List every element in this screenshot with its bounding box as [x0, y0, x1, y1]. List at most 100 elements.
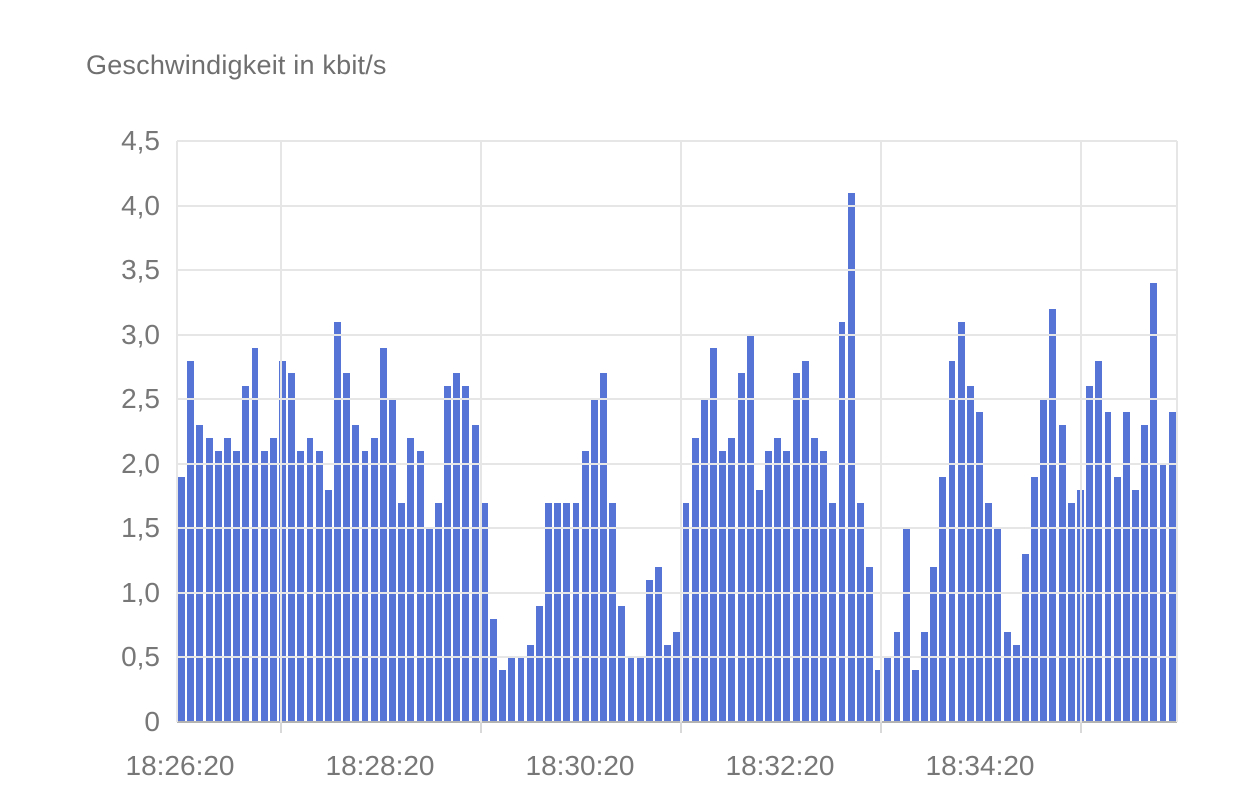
- x-gridline: [1080, 141, 1082, 722]
- bar: [1086, 386, 1094, 722]
- bar: [306, 437, 314, 722]
- plot-border-line: [176, 141, 178, 722]
- bar: [1113, 476, 1121, 722]
- bar: [829, 502, 837, 722]
- bar: [462, 386, 470, 722]
- x-tick-mark: [480, 722, 482, 733]
- bar: [563, 502, 571, 722]
- x-tick-label: 18:30:20: [525, 750, 635, 781]
- bar: [297, 450, 305, 722]
- bar: [379, 347, 387, 722]
- bar: [774, 437, 782, 722]
- bar: [801, 360, 809, 722]
- bar: [1095, 360, 1103, 722]
- y-tick-label: 2,0: [121, 447, 160, 479]
- bar: [214, 450, 222, 722]
- bar: [178, 476, 186, 722]
- x-tick-label: 18:32:20: [725, 750, 835, 781]
- x-tick-label: 18:34:20: [925, 750, 1035, 781]
- bar: [921, 631, 928, 722]
- y-gridline: [177, 140, 1177, 142]
- bar: [1031, 476, 1039, 722]
- y-tick-label: 0: [144, 706, 160, 737]
- bar: [370, 437, 378, 722]
- y-tick-label: 3,5: [121, 254, 160, 286]
- bar: [545, 502, 552, 722]
- bar: [260, 450, 268, 722]
- bar: [590, 399, 598, 722]
- plot-border-line: [1176, 141, 1178, 722]
- bar: [471, 425, 479, 722]
- bar: [636, 657, 644, 722]
- bar: [719, 450, 727, 722]
- bar: [673, 631, 681, 722]
- bar: [866, 567, 873, 722]
- bar: [911, 670, 919, 722]
- bar: [755, 489, 763, 722]
- bar: [976, 412, 983, 722]
- bar: [609, 502, 617, 722]
- bar: [645, 579, 653, 722]
- bar: [508, 657, 516, 722]
- bar: [710, 347, 717, 722]
- x-tick-label: 18:28:20: [325, 750, 435, 781]
- x-tick-label: 18:26:20: [125, 750, 235, 781]
- x-gridline: [279, 141, 282, 722]
- bar: [994, 528, 1002, 722]
- bar: [526, 644, 534, 722]
- bar: [187, 360, 195, 722]
- bar: [930, 567, 938, 722]
- bar: [1067, 502, 1075, 722]
- bar: [1049, 308, 1057, 722]
- bar: [480, 502, 488, 722]
- chart-title: Geschwindigkeit in kbit/s: [86, 50, 387, 80]
- bar: [196, 425, 204, 722]
- bar: [242, 386, 250, 722]
- bar: [902, 528, 910, 722]
- bar: [361, 450, 369, 722]
- bar: [416, 450, 424, 722]
- bar: [1021, 554, 1029, 722]
- bar: [352, 425, 360, 722]
- plot-area: [176, 140, 1178, 733]
- bar-series: [177, 141, 1177, 722]
- bar: [1104, 412, 1112, 722]
- bar: [343, 373, 351, 722]
- x-tick-mark: [680, 722, 682, 733]
- bar: [444, 386, 452, 722]
- y-tick-label: 1,5: [121, 512, 160, 544]
- bar: [389, 399, 396, 722]
- bar: [398, 502, 406, 722]
- bar: [499, 670, 507, 722]
- bar: [572, 502, 580, 722]
- bar: [1168, 412, 1176, 722]
- y-tick-label: 1,0: [121, 576, 160, 608]
- y-gridline: [177, 333, 1177, 336]
- bar: [957, 321, 965, 722]
- y-gridline: [177, 204, 1177, 207]
- x-tick-mark: [1080, 722, 1082, 733]
- bar: [627, 657, 635, 722]
- bar: [600, 373, 607, 722]
- bar: [279, 360, 286, 722]
- bar: [884, 657, 892, 722]
- bar: [1003, 631, 1011, 722]
- y-tick-label: 3,0: [121, 318, 160, 350]
- x-axis-labels: 18:26:20 18:28:20 18:30:20 18:32:20 18:34:20: [126, 750, 1177, 786]
- y-tick-label: 2,5: [121, 383, 160, 415]
- bar: [737, 373, 745, 722]
- y-gridline: [177, 656, 1177, 659]
- y-gridline: [177, 398, 1177, 401]
- bar: [224, 437, 231, 722]
- x-gridline: [480, 141, 482, 722]
- bar: [1122, 412, 1130, 722]
- bar: [820, 450, 828, 722]
- bar: [655, 567, 662, 722]
- bar: [691, 437, 699, 722]
- y-tick-label: 0,5: [121, 641, 160, 673]
- bar: [792, 373, 800, 722]
- bar: [966, 386, 974, 722]
- x-axis-baseline: [177, 721, 1177, 723]
- bar: [407, 437, 415, 722]
- bar: [939, 476, 947, 722]
